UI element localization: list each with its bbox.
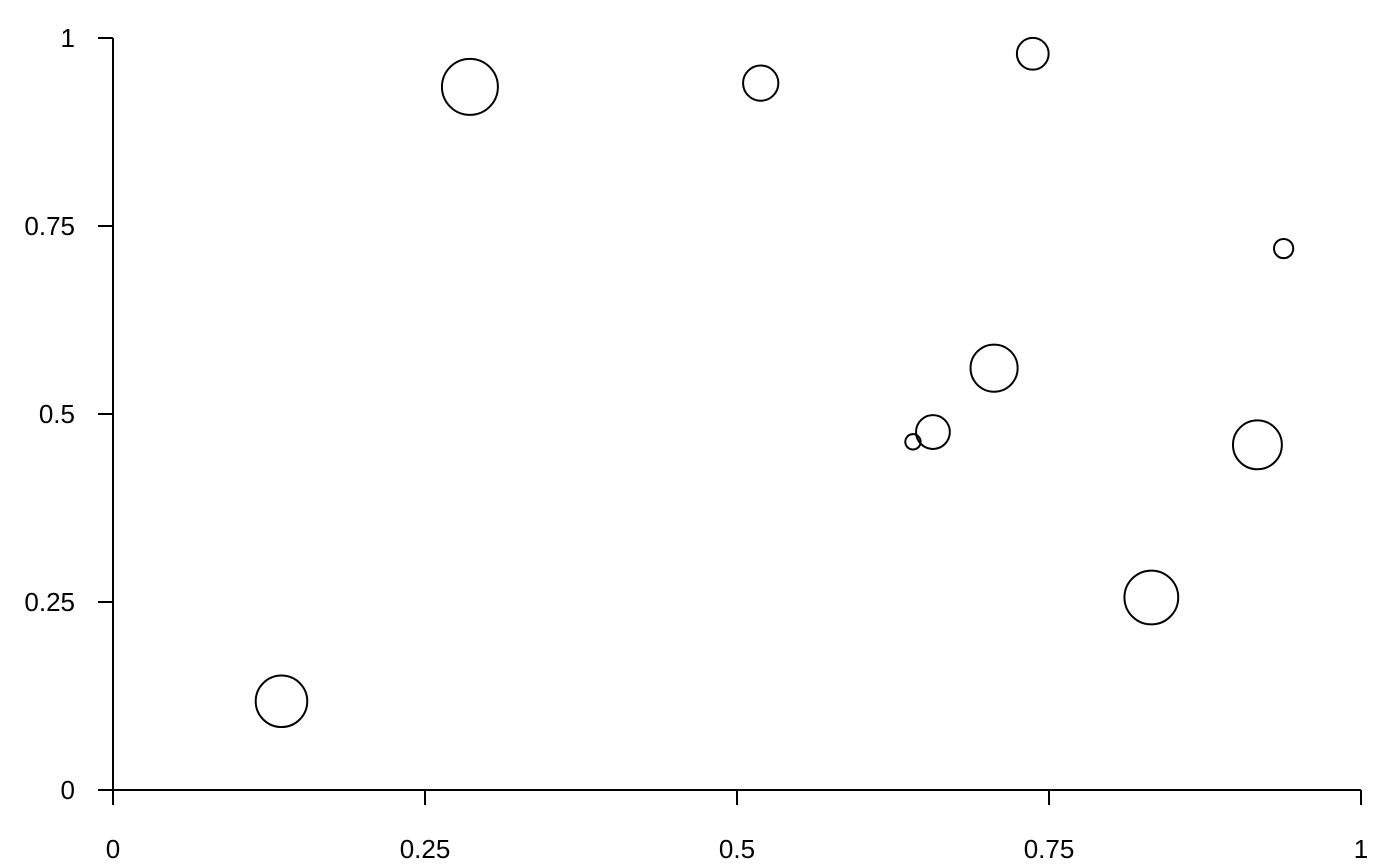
x-tick-label: 0.5 bbox=[719, 834, 755, 864]
data-point-5 bbox=[1273, 237, 1295, 260]
data-point-10 bbox=[1123, 569, 1180, 626]
data-point-4 bbox=[1015, 36, 1050, 71]
y-tick-label: 0.25 bbox=[24, 587, 75, 617]
data-point-2 bbox=[440, 57, 499, 116]
x-tick-label: 0.75 bbox=[1024, 834, 1075, 864]
x-tick-label: 0.25 bbox=[400, 834, 451, 864]
data-point-9 bbox=[1231, 419, 1283, 471]
y-tick-label: 0.75 bbox=[24, 211, 75, 241]
data-point-8 bbox=[915, 414, 951, 450]
data-point-1 bbox=[254, 674, 309, 729]
data-points bbox=[254, 36, 1295, 729]
data-point-7 bbox=[904, 433, 922, 451]
data-point-6 bbox=[969, 343, 1019, 393]
y-tick-label: 0.5 bbox=[39, 399, 75, 429]
y-tick-label: 1 bbox=[61, 23, 75, 53]
y-tick-label: 0 bbox=[61, 775, 75, 805]
axes: 0 0.25 0.5 0.75 1 0 0.25 0.5 0.75 1 bbox=[24, 23, 1368, 864]
x-tick-label: 0 bbox=[106, 834, 120, 864]
x-tick-label: 1 bbox=[1354, 834, 1368, 864]
data-point-3 bbox=[742, 64, 780, 102]
